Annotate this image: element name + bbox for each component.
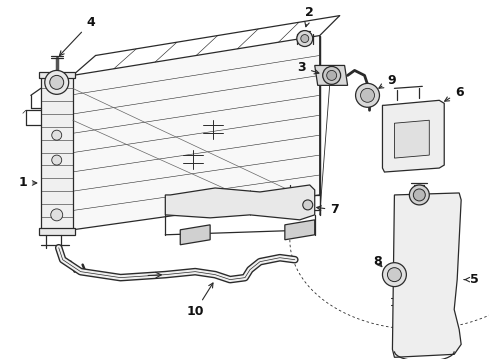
Circle shape — [323, 67, 341, 84]
Polygon shape — [41, 75, 73, 230]
Circle shape — [361, 88, 374, 102]
Circle shape — [52, 155, 62, 165]
Circle shape — [383, 263, 406, 287]
Text: 4: 4 — [59, 16, 95, 55]
Circle shape — [327, 71, 337, 80]
Circle shape — [301, 35, 309, 42]
Text: 10: 10 — [186, 283, 213, 318]
Polygon shape — [315, 66, 347, 85]
Text: 6: 6 — [444, 86, 464, 101]
Polygon shape — [73, 36, 319, 230]
Circle shape — [52, 130, 62, 140]
Circle shape — [51, 209, 63, 221]
Polygon shape — [39, 228, 74, 235]
Text: 2: 2 — [305, 6, 314, 27]
Text: 3: 3 — [297, 61, 319, 74]
Circle shape — [356, 84, 379, 107]
Circle shape — [303, 200, 313, 210]
Text: 9: 9 — [379, 74, 396, 88]
Text: 1: 1 — [19, 176, 37, 189]
Polygon shape — [285, 220, 315, 240]
Polygon shape — [383, 100, 444, 172]
Polygon shape — [39, 72, 74, 78]
Circle shape — [50, 75, 64, 89]
Circle shape — [45, 71, 69, 94]
Polygon shape — [180, 225, 210, 245]
Polygon shape — [394, 120, 429, 158]
Text: 5: 5 — [464, 273, 479, 286]
Text: 7: 7 — [317, 203, 339, 216]
Polygon shape — [392, 193, 461, 357]
Text: 8: 8 — [373, 255, 382, 268]
Circle shape — [388, 268, 401, 282]
Circle shape — [297, 31, 313, 46]
Circle shape — [414, 189, 425, 201]
Polygon shape — [165, 185, 315, 220]
Circle shape — [409, 185, 429, 205]
